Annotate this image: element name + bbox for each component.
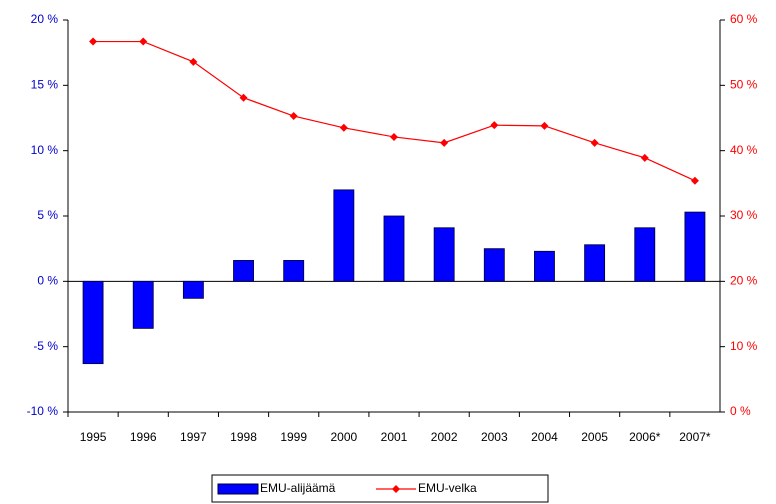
legend-label: EMU-velka: [418, 481, 477, 495]
x-tick-label: 2001: [381, 430, 408, 444]
marker: [89, 37, 98, 46]
marker: [440, 138, 449, 147]
marker: [390, 132, 398, 141]
marker: [239, 93, 248, 102]
marker: [339, 123, 348, 132]
x-tick-label: 2005: [581, 430, 608, 444]
x-tick-label: 2000: [330, 430, 357, 444]
bar: [283, 260, 305, 282]
x-tick-label: 1997: [180, 430, 207, 444]
marker: [690, 176, 699, 185]
x-tick-label: 2004: [531, 430, 558, 444]
y2-tick-label: 20 %: [730, 274, 758, 288]
x-tick-label: 2003: [481, 430, 508, 444]
bar: [684, 211, 706, 282]
y-tick-label: 10 %: [31, 143, 59, 157]
bar: [182, 280, 204, 299]
marker: [189, 57, 198, 66]
bar: [433, 227, 455, 282]
x-tick-label: 1999: [280, 430, 307, 444]
y-tick-label: 5 %: [37, 208, 58, 222]
x-tick-label: 1996: [130, 430, 157, 444]
marker: [640, 153, 649, 162]
y2-tick-label: 0 %: [730, 404, 751, 418]
marker: [139, 37, 148, 46]
marker: [590, 138, 599, 147]
legend-marker: [392, 485, 400, 493]
bar: [634, 227, 656, 282]
marker: [540, 121, 549, 130]
x-tick-label: 1995: [80, 430, 107, 444]
bar: [82, 280, 104, 365]
bar: [383, 215, 405, 282]
legend-swatch: [217, 483, 259, 495]
bar: [483, 248, 505, 282]
y-tick-label: -5 %: [33, 339, 58, 353]
marker: [490, 121, 499, 130]
y-tick-label: 20 %: [31, 12, 59, 26]
bar: [333, 189, 355, 282]
x-tick-label: 2002: [431, 430, 458, 444]
x-tick-label: 1998: [230, 430, 257, 444]
y2-tick-label: 50 %: [730, 78, 758, 92]
y-tick-label: 0 %: [37, 274, 58, 288]
y2-tick-label: 30 %: [730, 208, 758, 222]
y-tick-label: 15 %: [31, 78, 59, 92]
y2-tick-label: 40 %: [730, 143, 758, 157]
marker: [289, 112, 298, 121]
y2-tick-label: 60 %: [730, 12, 758, 26]
legend-label: EMU-alijäämä: [260, 481, 336, 495]
bar: [584, 244, 606, 282]
bar: [534, 250, 555, 282]
y-tick-label: -10 %: [27, 404, 59, 418]
y2-tick-label: 10 %: [730, 339, 758, 353]
bar: [132, 280, 154, 329]
bar: [233, 260, 254, 282]
x-tick-label: 2007*: [679, 430, 711, 444]
x-tick-label: 2006*: [629, 430, 661, 444]
line: [93, 40, 696, 182]
